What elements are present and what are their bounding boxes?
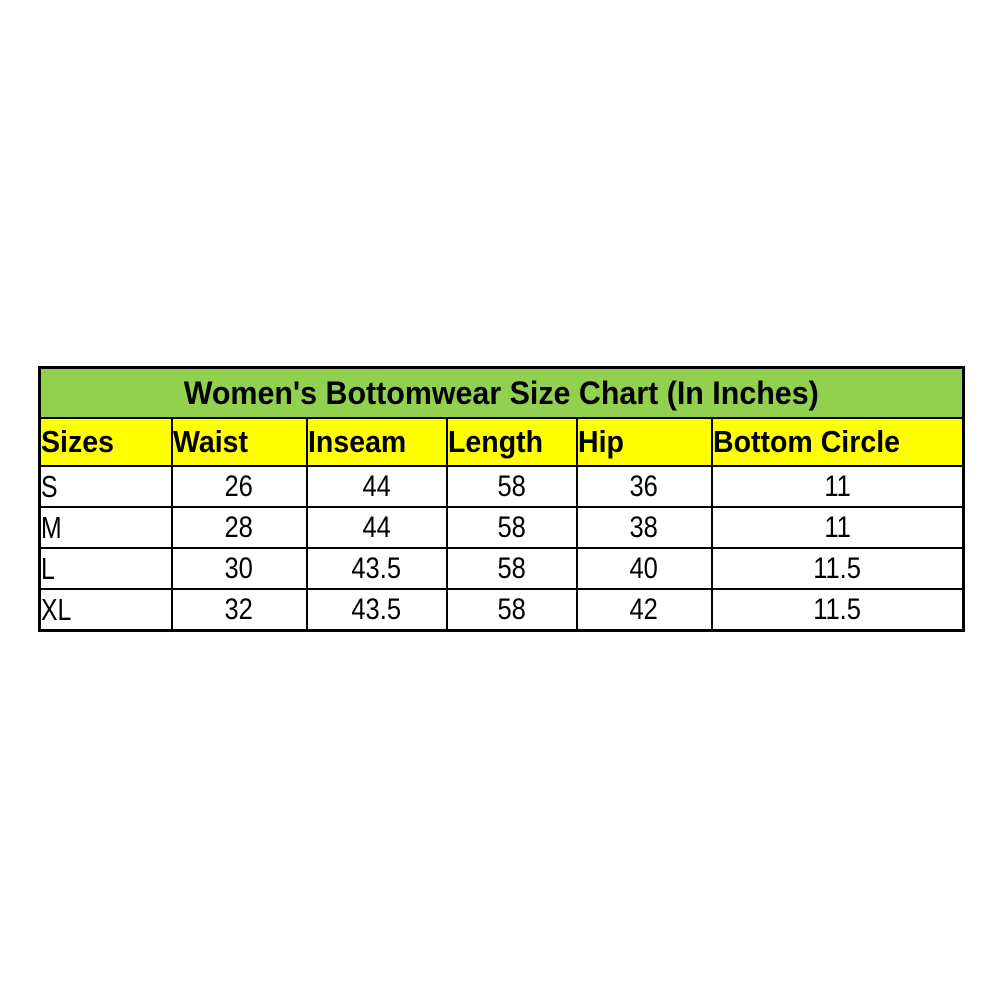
value-cell: 58: [445, 465, 578, 508]
value-text: 11: [824, 469, 851, 503]
size-chart-table: Women's Bottomwear Size Chart (In Inches…: [38, 366, 966, 632]
column-header-label: Bottom Circle: [712, 424, 900, 459]
value-text: 11.5: [813, 592, 862, 626]
column-header-label: Waist: [172, 424, 248, 459]
value-cell: 11.5: [710, 588, 965, 632]
column-header-label: Sizes: [41, 424, 114, 459]
value-cell: 28: [170, 506, 308, 549]
value-cell: 44: [305, 506, 448, 549]
title-row: Women's Bottomwear Size Chart (In Inches…: [38, 366, 965, 419]
value-text: 58: [497, 469, 526, 503]
value-cell: 36: [575, 465, 713, 508]
size-cell: XL: [38, 588, 173, 632]
column-header-label: Inseam: [307, 424, 406, 459]
value-cell: 38: [575, 506, 713, 549]
table-row: S 26 44 58 36 11: [38, 465, 965, 508]
value-cell: 58: [445, 547, 578, 590]
table-title-text: Women's Bottomwear Size Chart (In Inches…: [183, 374, 820, 411]
table-row: M 28 44 58 38 11: [38, 506, 965, 549]
value-cell: 26: [170, 465, 308, 508]
column-header-inseam: Inseam: [305, 417, 448, 467]
size-cell: S: [38, 465, 173, 508]
column-header-sizes: Sizes: [38, 417, 173, 467]
value-cell: 58: [445, 588, 578, 632]
value-cell: 30: [170, 547, 308, 590]
value-text: 58: [497, 551, 526, 585]
size-label: XL: [41, 591, 72, 627]
value-text: 11: [824, 510, 851, 544]
value-cell: 58: [445, 506, 578, 549]
value-text: 58: [497, 592, 526, 626]
size-label: M: [41, 509, 62, 545]
column-header-length: Length: [445, 417, 578, 467]
column-header-hip: Hip: [575, 417, 713, 467]
column-header-label: Hip: [577, 424, 624, 459]
value-cell: 40: [575, 547, 713, 590]
size-cell: M: [38, 506, 173, 549]
value-text: 30: [224, 551, 254, 585]
value-text: 38: [629, 510, 659, 544]
value-text: 43.5: [351, 592, 402, 626]
table-title: Women's Bottomwear Size Chart (In Inches…: [38, 366, 965, 419]
column-header-label: Length: [447, 424, 543, 459]
table-body: S 26 44 58 36 11 M 28 44 58 38 11 L 30 43.5 58 40 11.5 XL 3…: [38, 465, 965, 632]
value-cell: 11.5: [710, 547, 965, 590]
value-text: 32: [224, 592, 254, 626]
value-cell: 43.5: [305, 588, 448, 632]
value-text: 42: [629, 592, 659, 626]
value-cell: 11: [710, 506, 965, 549]
value-cell: 32: [170, 588, 308, 632]
value-text: 44: [362, 510, 391, 544]
value-text: 43.5: [351, 551, 402, 585]
size-label: L: [41, 550, 55, 586]
table-row: L 30 43.5 58 40 11.5: [38, 547, 965, 590]
size-label: S: [41, 468, 58, 504]
value-text: 36: [629, 469, 659, 503]
value-text: 11.5: [813, 551, 862, 585]
value-cell: 42: [575, 588, 713, 632]
value-text: 28: [224, 510, 254, 544]
value-cell: 11: [710, 465, 965, 508]
header-row: Sizes Waist Inseam Length Hip Bottom Circle: [38, 417, 965, 467]
size-cell: L: [38, 547, 173, 590]
value-text: 44: [362, 469, 391, 503]
value-text: 58: [497, 510, 526, 544]
value-cell: 44: [305, 465, 448, 508]
table-row: XL 32 43.5 58 42 11.5: [38, 588, 965, 632]
value-text: 40: [629, 551, 659, 585]
column-header-waist: Waist: [170, 417, 308, 467]
column-header-bottom-circle: Bottom Circle: [710, 417, 965, 467]
value-text: 26: [224, 469, 254, 503]
value-cell: 43.5: [305, 547, 448, 590]
